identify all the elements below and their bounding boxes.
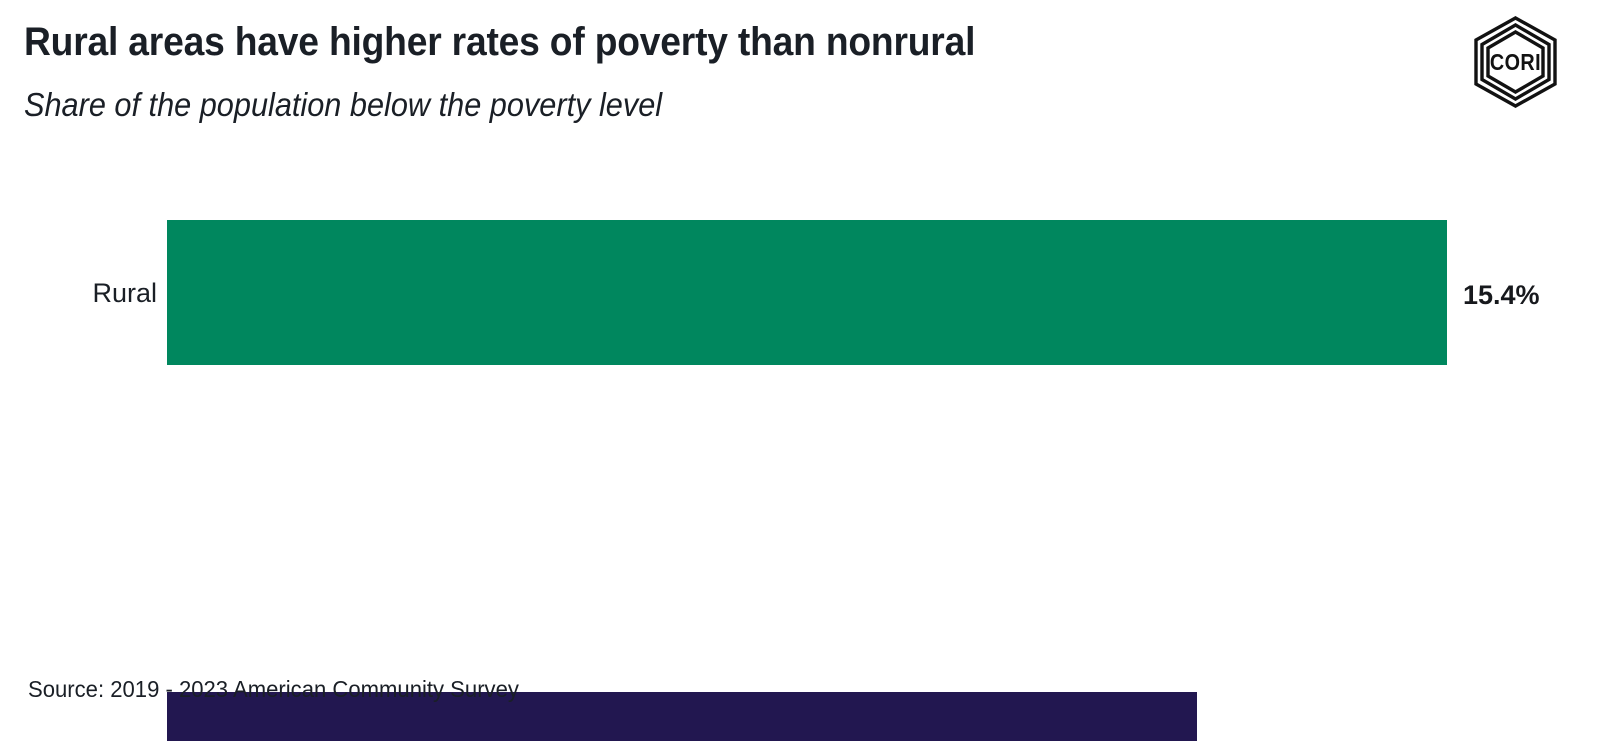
bar-rural[interactable] (167, 220, 1447, 365)
bar-row-rural: Rural 15.4% (0, 150, 1600, 400)
page-title: Rural areas have higher rates of poverty… (24, 20, 976, 64)
cori-logo: CORI (1463, 12, 1568, 112)
hexagon-logo-icon: CORI (1474, 16, 1557, 108)
logo-wordmark: CORI (1490, 50, 1541, 76)
bar-row-nonrural: Nonrural 12.4% (0, 400, 1600, 741)
bar-chart-plot-area: Rural 15.4% Nonrural 12.4% (0, 150, 1600, 741)
value-label-rural: 15.4% (1463, 280, 1540, 310)
logo-wordmark-backplate (1491, 50, 1540, 74)
chart-header: Rural areas have higher rates of poverty… (0, 0, 1600, 150)
bar-nonrural[interactable] (167, 692, 1197, 741)
source-note: Source: 2019 - 2023 American Community S… (28, 676, 519, 702)
chart-subtitle: Share of the population below the povert… (24, 86, 663, 123)
category-label-rural: Rural (92, 278, 157, 308)
